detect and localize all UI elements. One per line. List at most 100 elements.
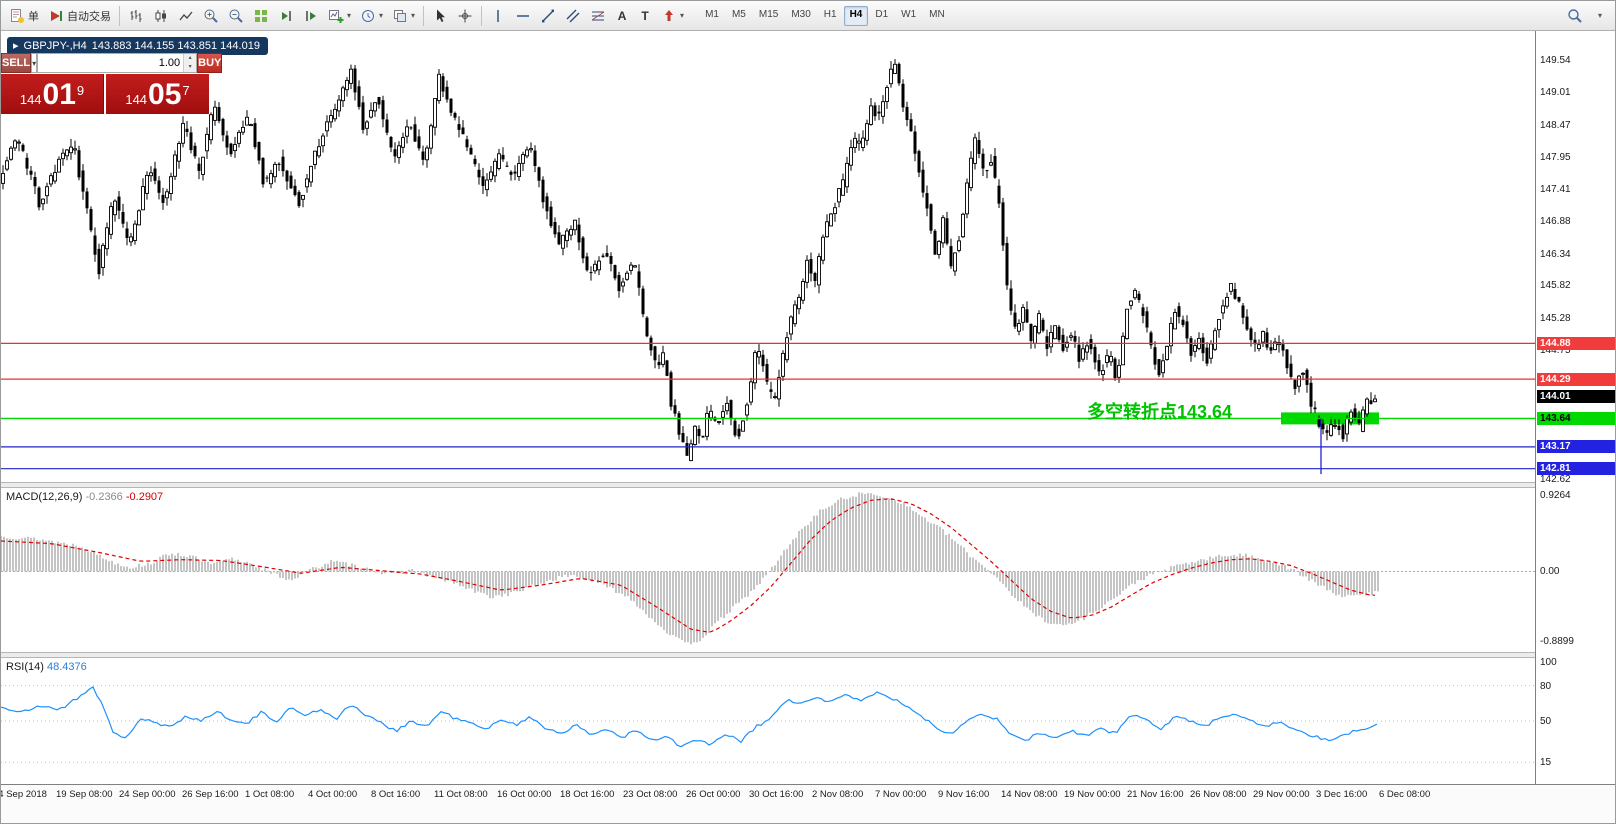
volume-stepper: ▴ ▾ (183, 54, 197, 72)
zoom-in-button[interactable] (199, 5, 223, 27)
timeframe-M1[interactable]: M1 (705, 8, 719, 20)
rsi-value: 48.4376 (46, 661, 87, 673)
fibonacci-button[interactable] (586, 5, 610, 27)
time-axis-label: 6 Dec 08:00 (1379, 789, 1431, 800)
buy-button[interactable]: BUY (197, 53, 223, 73)
price-chart[interactable]: ▸ GBPJPY-,H4 143.883 144.155 143.851 144… (1, 31, 1535, 482)
sell-price-big-figure: 144 (19, 92, 42, 107)
buy-price-point: 7 (182, 83, 190, 98)
candlestick-icon (155, 9, 166, 22)
zoom-out-button[interactable] (224, 5, 248, 27)
auto-trading-button[interactable]: 自动交易 (44, 5, 115, 27)
macd-axis-label: 0.9264 (1540, 490, 1571, 501)
auto-scroll-icon (282, 10, 291, 21)
text-tool-icon: A (617, 8, 627, 23)
timeframe-W1[interactable]: W1 (901, 8, 917, 20)
price-axis-label: 146.88 (1540, 216, 1571, 227)
tile-windows-button[interactable] (249, 5, 273, 27)
clock-icon (362, 9, 375, 22)
time-axis-label: 4 Oct 00:00 (308, 789, 358, 800)
macd-main-value: -0.2366 (85, 491, 123, 503)
timeframe-MN[interactable]: MN (929, 8, 945, 20)
arrows-icon (665, 9, 674, 21)
buy-price-panel[interactable]: 144 05 7 (106, 74, 209, 114)
cursor-button[interactable] (428, 5, 452, 27)
auto-scroll-button[interactable] (274, 5, 298, 27)
vertical-line-icon (497, 9, 499, 22)
price-tag: 142.81 (1537, 462, 1615, 475)
label-tool-button[interactable]: T (634, 5, 656, 27)
timeframe-H1[interactable]: H1 (823, 8, 837, 20)
channel-button[interactable] (561, 5, 585, 27)
time-axis-label: 26 Nov 08:00 (1190, 789, 1247, 800)
toolbar-separator (423, 5, 425, 26)
vertical-line-button[interactable] (486, 5, 510, 27)
chart-shift-button[interactable] (299, 5, 323, 27)
bar-chart-button[interactable] (124, 5, 148, 27)
bar-chart-icon (130, 9, 142, 22)
price-axis-label: 146.34 (1540, 249, 1571, 260)
arrows-button[interactable]: ▾ (657, 5, 688, 27)
timeframe-D1[interactable]: D1 (875, 8, 889, 20)
tile-windows-icon (255, 9, 267, 22)
periods-button[interactable]: ▾ (356, 5, 387, 27)
toolbar-overflow-button[interactable]: ▾ (1589, 5, 1611, 27)
auto-trading-icon (51, 10, 62, 21)
search-button[interactable] (1563, 5, 1587, 27)
price-tag: 144.01 (1537, 390, 1615, 403)
volume-input[interactable] (38, 54, 184, 72)
volume-down-button[interactable]: ▾ (184, 63, 197, 72)
channel-icon (566, 9, 580, 22)
dropdown-caret: ▾ (680, 10, 685, 20)
rsi-chart[interactable]: RSI(14) 48.4376 (1, 658, 1535, 784)
price-tag: 144.29 (1537, 373, 1615, 386)
time-axis-label: 19 Nov 00:00 (1064, 789, 1121, 800)
right-axis[interactable]: 149.54 149.01 148.47 147.95 147.41 146.88 146.… (1535, 31, 1615, 784)
sell-button[interactable]: SELL (1, 53, 32, 73)
pivot-annotation[interactable]: 多空转折点143.64 (1087, 402, 1233, 422)
macd-chart[interactable]: MACD(12,26,9) -0.2366 -0.2907 (1, 488, 1535, 652)
candlestick-button[interactable] (149, 5, 173, 27)
new-order-button[interactable]: 单 (5, 5, 43, 27)
time-axis[interactable]: 14 Sep 2018 19 Sep 08:00 24 Sep 00:00 26 Se… (1, 784, 1615, 823)
time-axis-label: 26 Sep 16:00 (182, 789, 239, 800)
line-chart-button[interactable] (174, 5, 198, 27)
buy-price-big-figure: 144 (125, 92, 148, 107)
sell-price-panel[interactable]: 144 01 9 (1, 74, 104, 114)
text-tool-button[interactable]: A (611, 5, 633, 27)
trendline-icon (542, 9, 555, 22)
rsi-axis-label: 100 (1540, 657, 1557, 668)
new-chart-button[interactable]: ▾ (324, 5, 355, 27)
templates-button[interactable]: ▾ (388, 5, 419, 27)
time-axis-label: 19 Sep 08:00 (56, 789, 113, 800)
horizontal-line-button[interactable] (511, 5, 535, 27)
macd-signal-value: -0.2907 (125, 491, 164, 503)
price-axis-label: 147.95 (1540, 152, 1571, 163)
time-axis-label: 7 Nov 00:00 (875, 789, 927, 800)
one-click-trading-panel: SELL ▾ ▴ ▾ BUY 144 01 9 144 (1, 53, 223, 114)
pane-splitter[interactable] (1, 482, 1615, 488)
timeframe-M30[interactable]: M30 (791, 8, 811, 20)
crosshair-button[interactable] (453, 5, 477, 27)
macd-axis-label: 0.00 (1540, 566, 1560, 577)
timeframe-M5[interactable]: M5 (731, 8, 746, 20)
volume-up-button[interactable]: ▴ (184, 54, 197, 63)
chart-shift-icon (306, 10, 316, 21)
search-icon (1568, 8, 1582, 23)
cursor-icon (437, 9, 446, 22)
sell-price-point: 9 (76, 83, 85, 98)
volume-preset-dropdown[interactable]: ▾ (31, 53, 38, 73)
new-chart-icon (329, 9, 344, 23)
trendline-button[interactable] (536, 5, 560, 27)
time-axis-label: 2 Nov 08:00 (812, 789, 864, 800)
price-tag: 143.64 (1537, 412, 1615, 425)
time-axis-label: 1 Oct 08:00 (245, 789, 295, 800)
pane-splitter[interactable] (1, 652, 1615, 658)
price-axis-label: 144.75 (1540, 345, 1571, 356)
chart-symbol-label: ▸ GBPJPY-,H4 143.883 144.155 143.851 144… (7, 37, 268, 55)
time-axis-label: 14 Sep 2018 (1, 789, 47, 800)
timeframe-M15[interactable]: M15 (758, 8, 779, 20)
timeframe-H4[interactable]: H4 (843, 5, 869, 26)
zoom-out-icon (229, 9, 243, 23)
sell-price-pips: 01 (42, 78, 76, 111)
